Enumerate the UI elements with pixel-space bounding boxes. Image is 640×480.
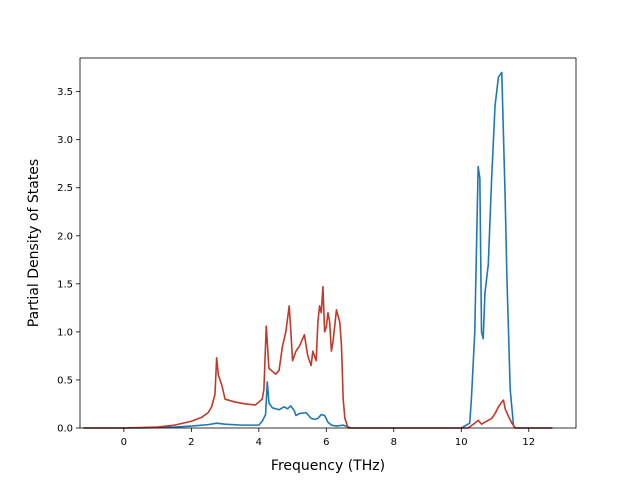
x-tick-label: 10 (455, 437, 468, 448)
series-layer (83, 71, 553, 429)
y-tick-label: 3.5 (57, 87, 73, 98)
x-tick-label: 2 (188, 437, 194, 448)
x-tick-label: 8 (391, 437, 397, 448)
y-tick-label: 2.0 (57, 231, 73, 242)
y-axis-title: Partial Density of States (26, 159, 42, 327)
y-tick-label: 0.5 (57, 375, 73, 386)
x-tick-label: 0 (121, 437, 127, 448)
x-tick-label: 12 (522, 437, 535, 448)
x-axis-title: Frequency (THz) (271, 458, 385, 474)
y-tick-label: 1.0 (57, 327, 73, 338)
plot-area-frame (79, 57, 577, 429)
y-axis-ticks: 0.0 0.5 1.0 1.5 2.0 2.5 3.0 3.5 (57, 87, 80, 435)
x-axis-ticks: 0 2 4 6 8 10 12 (121, 428, 535, 448)
y-tick-label: 3.0 (57, 135, 73, 146)
y-tick-label: 0.0 (57, 424, 73, 435)
y-tick-label: 1.5 (57, 279, 73, 290)
x-tick-label: 6 (323, 437, 329, 448)
y-tick-label: 2.5 (57, 183, 73, 194)
x-tick-label: 4 (256, 437, 262, 448)
series-line-0 (83, 71, 553, 429)
series-line-1 (83, 285, 553, 429)
